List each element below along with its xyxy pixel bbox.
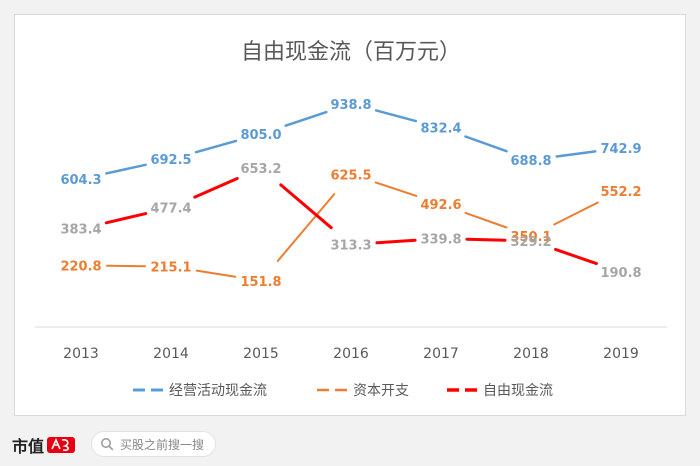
series-3-segment — [465, 237, 507, 242]
legend-label: 自由现金流 — [483, 383, 553, 399]
legend-label: 经营活动现金流 — [169, 383, 267, 399]
series-1-data-label: 805.0 — [240, 128, 281, 143]
series-1-data-label: 742.9 — [600, 142, 641, 157]
x-tick-label: 2017 — [423, 346, 459, 362]
x-tick-label: 2019 — [603, 346, 639, 362]
series-1-segment — [374, 109, 418, 123]
series-1-segment — [284, 110, 328, 127]
series-3-data-label: 329.2 — [510, 235, 551, 250]
series-3-segment — [375, 238, 417, 245]
series-2-segment — [553, 201, 599, 226]
series-2-data-label: 625.5 — [330, 168, 371, 183]
series-2-data-label: 492.6 — [420, 198, 461, 213]
bottom-bar: 市值 买股之前搜一搜 — [0, 424, 700, 466]
series-2-segment — [276, 193, 336, 262]
series-2-data-label: 151.8 — [240, 275, 281, 290]
series-3-segment — [279, 183, 333, 230]
x-tick-label: 2015 — [243, 346, 279, 362]
series-3-data-label: 190.8 — [600, 266, 641, 281]
chart-title: 自由现金流（百万元） — [241, 40, 461, 65]
x-tick-label: 2013 — [63, 346, 99, 362]
series-3-data-label: 383.4 — [60, 223, 101, 238]
legend: 经营活动现金流 资本开支 自由现金流 — [133, 383, 553, 399]
brand[interactable]: 市值 — [12, 433, 76, 457]
series-1-data-label: 688.8 — [510, 154, 551, 169]
x-tick-label: 2018 — [513, 346, 549, 362]
chart-card: 自由现金流（百万元） 604.3 692.5 805.0 938.8 832.4 688.… — [14, 14, 686, 416]
legend-item-2: 资本开支 — [317, 383, 409, 399]
series-3-segment — [104, 212, 148, 225]
search-placeholder: 买股之前搜一搜 — [120, 437, 205, 452]
series-1-segment — [105, 163, 147, 175]
x-tick-label: 2016 — [333, 346, 369, 362]
series-1-data-label: 692.5 — [150, 153, 191, 168]
series-3-data-label: 339.8 — [420, 233, 461, 248]
fengyun-logo-icon — [47, 437, 76, 453]
series-2-data-label: 220.8 — [60, 259, 101, 274]
brand-name: 市值 — [12, 437, 45, 456]
series-1-segment — [464, 135, 508, 153]
series-2-data-label: 350.1 — [510, 230, 551, 245]
series-1-data-label: 832.4 — [420, 122, 461, 137]
series-2-data-label: 215.1 — [150, 261, 191, 276]
x-tick-label: 2014 — [153, 346, 189, 362]
series-2-segment — [464, 211, 508, 229]
series-3: 383.4 477.4 653.2 313.3 339.8 329.2 190.8 — [60, 162, 641, 281]
series-2: 220.8 215.1 151.8 625.5 492.6 350.1 552.2 — [60, 168, 641, 290]
series-2-segment — [105, 264, 147, 268]
series-layer: 604.3 692.5 805.0 938.8 832.4 688.8 742.9 220.8… — [60, 98, 641, 290]
series-2-segment — [374, 181, 418, 197]
series-1-segment — [194, 139, 238, 154]
series-3-data-label: 653.2 — [240, 162, 281, 177]
legend-item-3: 自由现金流 — [447, 383, 553, 399]
series-3-data-label: 313.3 — [330, 239, 371, 254]
series-1-data-label: 938.8 — [330, 98, 371, 113]
legend-label: 资本开支 — [353, 383, 409, 399]
series-1-segment — [555, 150, 597, 158]
x-tick-labels: 2013 2014 2015 2016 2017 2018 2019 — [63, 346, 639, 362]
series-3-segment — [193, 176, 239, 199]
series-3-data-label: 477.4 — [150, 202, 191, 217]
search-input[interactable]: 买股之前搜一搜 — [91, 431, 216, 457]
series-2-segment — [195, 269, 237, 278]
series-1-data-label: 604.3 — [60, 173, 101, 188]
search-icon — [101, 438, 114, 451]
series-1: 604.3 692.5 805.0 938.8 832.4 688.8 742.9 — [60, 98, 641, 188]
series-3-segment — [554, 247, 598, 266]
legend-item-1: 经营活动现金流 — [133, 383, 267, 399]
line-chart: 自由现金流（百万元） 604.3 692.5 805.0 938.8 832.4 688.… — [35, 40, 667, 399]
series-2-data-label: 552.2 — [600, 185, 641, 200]
